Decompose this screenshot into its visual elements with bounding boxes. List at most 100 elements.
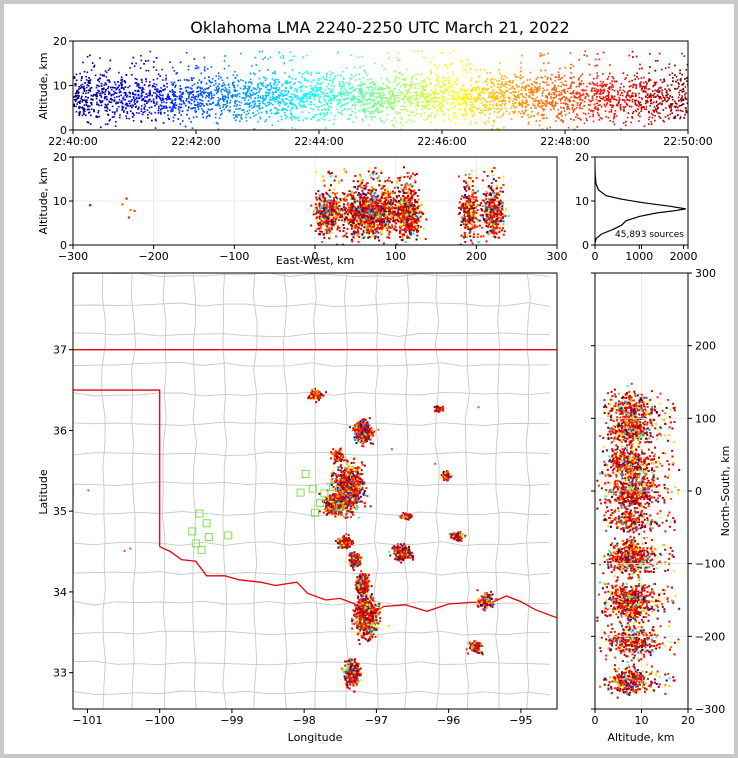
time-altitude-point	[289, 85, 292, 88]
time-altitude-point	[141, 99, 143, 102]
time-altitude-point	[635, 110, 638, 113]
time-altitude-point	[294, 104, 296, 106]
time-altitude-point	[686, 63, 688, 66]
time-altitude-point	[610, 98, 612, 100]
time-altitude-point	[596, 107, 599, 109]
time-altitude-point	[573, 82, 575, 84]
time-altitude-point	[124, 98, 127, 101]
time-altitude-point	[234, 77, 237, 79]
time-altitude-point	[509, 80, 511, 82]
time-altitude-point	[427, 116, 429, 119]
time-altitude-point	[106, 123, 109, 125]
time-altitude-point	[565, 102, 568, 105]
time-altitude-point	[309, 95, 312, 98]
time-altitude-point	[155, 69, 158, 71]
time-altitude-point	[384, 88, 386, 90]
time-altitude-point	[554, 104, 557, 107]
time-altitude-point	[180, 93, 183, 96]
time-altitude-point	[658, 95, 660, 98]
time-altitude-point	[632, 95, 634, 97]
time-altitude-point	[113, 113, 116, 115]
time-altitude-point	[429, 100, 431, 103]
time-altitude-point	[266, 110, 268, 113]
time-altitude-point	[317, 108, 320, 111]
time-altitude-point	[479, 94, 482, 97]
time-altitude-point	[90, 86, 93, 89]
time-altitude-point	[261, 83, 263, 86]
time-altitude-point	[269, 96, 271, 99]
time-altitude-point	[229, 109, 231, 112]
time-altitude-point	[359, 100, 361, 102]
time-altitude-point	[611, 84, 614, 87]
time-altitude-point	[284, 104, 286, 106]
time-altitude-point	[239, 79, 242, 81]
time-altitude-point	[317, 79, 320, 82]
time-altitude-point	[611, 95, 613, 97]
time-altitude-point	[486, 104, 488, 107]
time-altitude-point	[409, 84, 412, 87]
time-altitude-point	[264, 86, 267, 89]
time-altitude-point	[490, 91, 493, 94]
time-altitude-point	[612, 85, 615, 88]
time-altitude-point	[209, 81, 212, 84]
time-altitude-point	[656, 94, 659, 96]
time-altitude-point	[343, 92, 345, 95]
time-altitude-point	[563, 110, 566, 112]
time-altitude-point	[433, 94, 435, 96]
time-altitude-point	[449, 90, 451, 93]
time-altitude-point	[114, 111, 116, 113]
time-altitude-point	[291, 59, 293, 61]
time-altitude-point	[631, 94, 633, 97]
time-altitude-point	[541, 102, 544, 104]
time-altitude-point	[123, 88, 125, 91]
time-altitude-point	[578, 58, 580, 61]
time-altitude-point	[231, 84, 234, 86]
time-altitude-point	[416, 91, 418, 93]
time-altitude-point	[409, 119, 412, 122]
time-altitude-point	[201, 100, 204, 102]
time-altitude-point	[463, 114, 466, 117]
time-altitude-point	[662, 109, 665, 111]
time-altitude-point	[648, 110, 650, 113]
time-altitude-point	[573, 100, 576, 103]
time-altitude-point	[196, 67, 198, 70]
time-altitude-point	[179, 61, 182, 64]
time-altitude-point	[97, 103, 99, 106]
time-altitude-point	[367, 92, 369, 95]
time-altitude-point	[205, 94, 208, 97]
time-altitude-point	[492, 82, 494, 84]
time-altitude-point	[610, 86, 613, 89]
time-altitude-point	[358, 98, 361, 100]
time-altitude-point	[574, 96, 577, 98]
time-altitude-point	[408, 84, 411, 86]
time-altitude-point	[288, 75, 290, 78]
time-altitude-point	[531, 111, 533, 113]
time-altitude-point	[366, 74, 368, 77]
time-altitude-point	[108, 92, 111, 94]
time-altitude-point	[533, 81, 536, 83]
time-altitude-point	[87, 92, 90, 94]
time-altitude-point	[608, 88, 611, 90]
time-altitude-point	[399, 128, 402, 130]
time-altitude-point	[619, 105, 622, 108]
time-altitude-point	[285, 82, 287, 84]
time-altitude-point	[330, 99, 332, 102]
time-altitude-point	[678, 94, 681, 96]
figure-frame: Oklahoma LMA 2240-2250 UTC March 21, 202…	[4, 4, 734, 754]
time-altitude-point	[354, 112, 357, 114]
time-altitude-point	[341, 86, 343, 88]
time-altitude-point	[120, 79, 122, 81]
time-altitude-point	[99, 100, 102, 102]
time-altitude-point	[165, 79, 167, 81]
time-altitude-point	[674, 106, 677, 109]
time-altitude-point	[495, 108, 498, 110]
time-altitude-point	[226, 101, 228, 104]
time-altitude-point	[608, 75, 610, 78]
time-altitude-point	[99, 77, 101, 80]
time-altitude-point	[348, 85, 350, 88]
time-altitude-point	[439, 86, 441, 88]
time-altitude-point	[274, 87, 276, 89]
time-altitude-point	[474, 88, 476, 91]
time-altitude-point	[562, 102, 564, 104]
time-altitude-point	[360, 89, 362, 92]
